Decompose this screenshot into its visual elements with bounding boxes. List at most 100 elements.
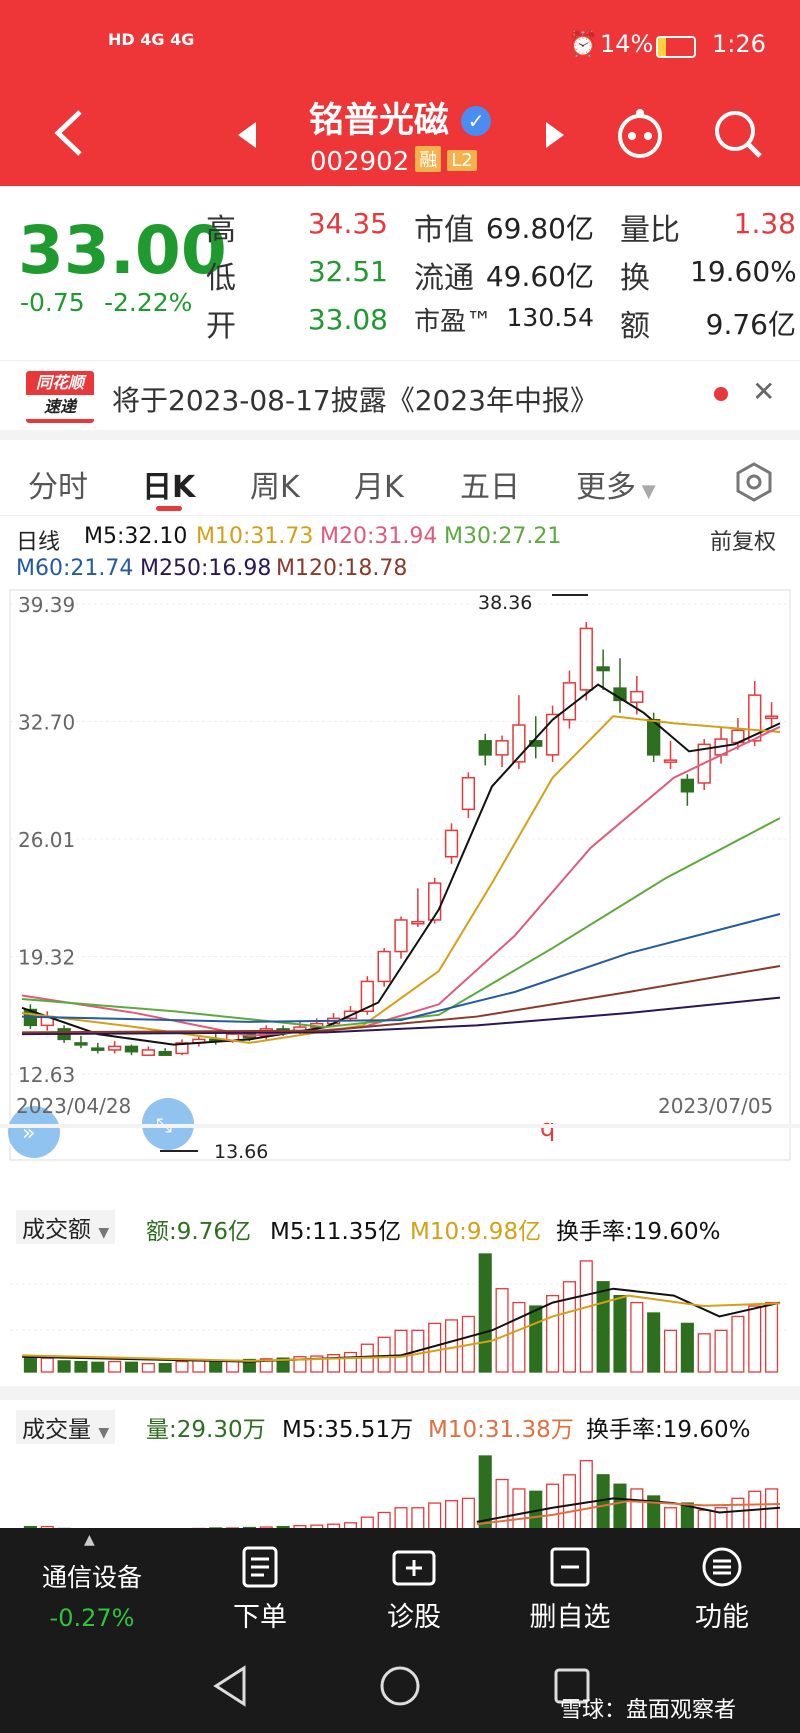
next-stock-icon[interactable] — [544, 120, 566, 150]
volume-selector[interactable]: 成交量 ▼ — [16, 1410, 116, 1444]
candle-body — [141, 1049, 155, 1056]
volume-bar — [495, 1478, 509, 1528]
amount-bar — [478, 1253, 492, 1373]
candle-body — [444, 829, 459, 858]
nav-recents-icon[interactable] — [552, 1666, 592, 1706]
amount-bar — [108, 1360, 122, 1373]
amount-bar — [276, 1357, 290, 1373]
volume-bar — [512, 1488, 526, 1528]
search-icon[interactable] — [712, 108, 764, 162]
amount-chart[interactable] — [0, 1240, 800, 1376]
candle-body — [411, 920, 425, 925]
tab-more[interactable]: 更多 ▼ — [576, 470, 656, 505]
amount-bar — [765, 1301, 779, 1373]
min-price-label: 13.66 — [214, 1141, 268, 1163]
volume-bar — [663, 1507, 678, 1528]
volume-ma5: M5:35.51万 — [282, 1417, 414, 1443]
amount-value: 9.76亿 — [705, 308, 796, 341]
pe-label: 市盈™ — [414, 307, 493, 337]
tab-monthly-k[interactable]: 月K — [354, 470, 404, 505]
amount-selector[interactable]: 成交额 ▼ — [16, 1210, 116, 1244]
minus-square-icon — [550, 1547, 590, 1587]
robot-icon[interactable] — [612, 108, 668, 158]
amount-turnover: 换手率:19.60% — [556, 1219, 721, 1245]
back-icon[interactable] — [52, 108, 86, 158]
volume-bar — [731, 1497, 745, 1528]
amount-bar — [495, 1288, 509, 1373]
y-tick-label: 39.39 — [18, 593, 75, 617]
amount-bar — [697, 1333, 711, 1373]
current-price: 33.00 — [18, 212, 227, 289]
sector-name[interactable]: 通信设备 — [41, 1563, 142, 1592]
nav-back-icon[interactable] — [210, 1664, 250, 1708]
signal-icons: HD 4G 4G — [108, 30, 195, 49]
settings-icon[interactable] — [734, 462, 774, 502]
diagnose-icon — [392, 1550, 436, 1586]
volume-bar — [529, 1490, 543, 1528]
volume-bar — [697, 1509, 711, 1528]
volume-bar — [276, 1525, 290, 1528]
ma30-legend: M30:27.21 — [444, 524, 562, 549]
candle-body — [512, 724, 526, 763]
amount-bar — [731, 1315, 745, 1373]
candle-body — [748, 694, 762, 742]
ma5-legend: M5:32.10 — [84, 524, 188, 549]
amount-bar — [259, 1358, 273, 1373]
ma60-legend: M60:21.74 — [16, 556, 134, 581]
tab-five-day[interactable]: 五日 — [460, 470, 520, 505]
high-value: 34.35 — [307, 207, 388, 240]
notice-bar[interactable]: 同花顺 速递 将于2023-08-17披露《2023年中报》 ✕ — [0, 360, 800, 440]
amount-bar — [714, 1329, 728, 1373]
amount-bar — [394, 1329, 408, 1373]
candle-body — [545, 713, 560, 756]
candle-body — [428, 882, 442, 921]
notice-text: 将于2023-08-17披露《2023年中报》 — [112, 384, 598, 417]
alarm-icon: ⏰ — [568, 30, 598, 58]
price-change-pct: -2.22% — [104, 288, 193, 317]
tab-daily-k[interactable]: 日K — [142, 470, 196, 505]
candle-body — [74, 1042, 88, 1046]
divider — [0, 1124, 800, 1128]
mktcap-value: 69.80亿 — [485, 212, 594, 245]
nav-home-icon[interactable] — [378, 1664, 422, 1708]
diagnose-button[interactable]: 诊股 — [354, 1546, 474, 1634]
volume-bar — [310, 1524, 324, 1528]
watermark: 雪球：盘面观察者 — [560, 1698, 737, 1723]
amount-bar — [562, 1281, 576, 1373]
document-icon — [242, 1546, 278, 1588]
pe-value: 130.54 — [506, 303, 594, 332]
scroll-left-button[interactable] — [8, 1106, 60, 1158]
volume-ma10: M10:31.38万 — [428, 1417, 574, 1443]
adjust-mode[interactable]: 前复权 — [710, 530, 777, 555]
volume-chart[interactable] — [0, 1440, 800, 1528]
volratio-label: 量比 — [620, 213, 680, 248]
unread-dot — [714, 387, 728, 401]
amount-bar — [630, 1301, 644, 1373]
order-button[interactable]: 下单 — [200, 1546, 320, 1634]
max-price-label: 38.36 — [478, 592, 532, 614]
tab-weekly-k[interactable]: 周K — [250, 470, 300, 505]
tab-intraday[interactable]: 分时 — [28, 470, 88, 505]
volume-bar — [394, 1507, 408, 1528]
close-icon[interactable]: ✕ — [752, 375, 776, 408]
candle-body — [91, 1047, 105, 1051]
amount-bar — [242, 1358, 256, 1373]
amount-label: 额 — [620, 309, 650, 344]
y-tick-label: 19.32 — [18, 946, 75, 970]
volume-bar — [680, 1502, 694, 1528]
turnover-value: 19.60% — [690, 255, 797, 288]
candle-body — [495, 740, 509, 756]
amount-bar — [23, 1357, 37, 1373]
amount-bar — [613, 1294, 627, 1373]
amount-bar — [748, 1305, 762, 1373]
order-label: 下单 — [233, 1602, 287, 1633]
amount-bar — [579, 1260, 593, 1373]
candle-body — [124, 1045, 139, 1053]
prev-stock-icon[interactable] — [236, 120, 258, 150]
functions-button[interactable]: 功能 — [662, 1546, 782, 1634]
mktcap-label: 市值 — [414, 213, 474, 248]
ma5-line — [21, 683, 781, 1046]
remove-watchlist-button[interactable]: 删自选 — [510, 1546, 630, 1634]
event-marker[interactable]: q — [540, 1114, 555, 1142]
